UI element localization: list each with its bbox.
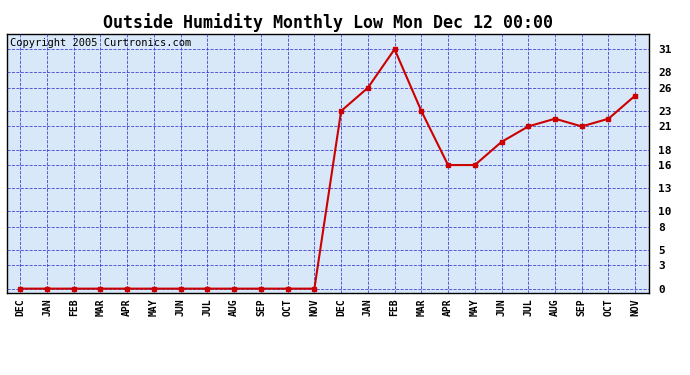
Title: Outside Humidity Monthly Low Mon Dec 12 00:00: Outside Humidity Monthly Low Mon Dec 12 … [103, 13, 553, 32]
Text: Copyright 2005 Curtronics.com: Copyright 2005 Curtronics.com [10, 38, 191, 48]
